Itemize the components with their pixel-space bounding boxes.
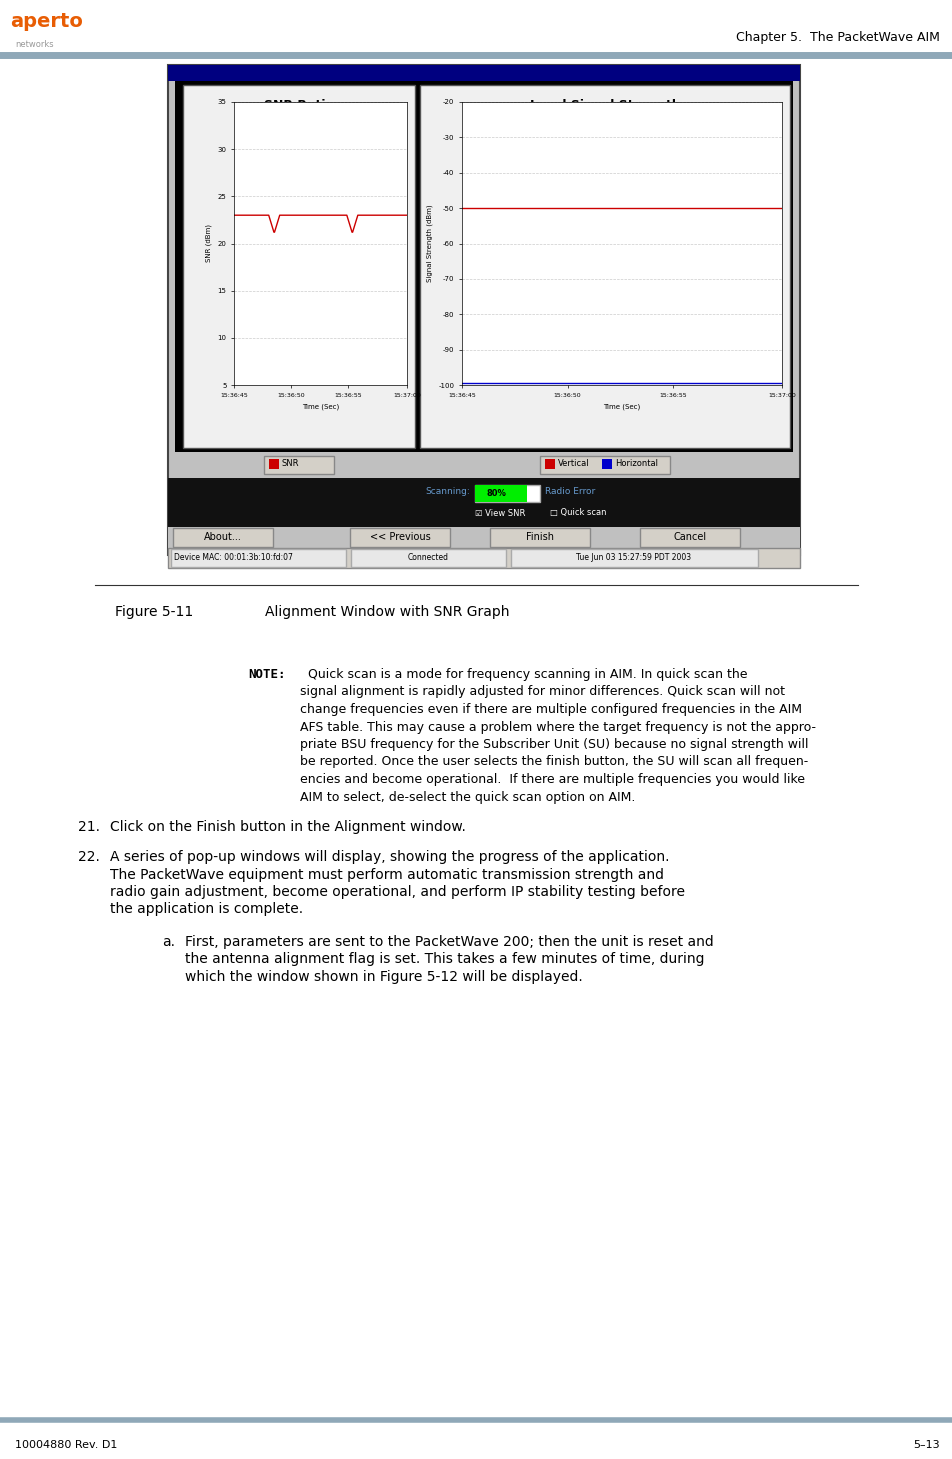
Text: Connected: Connected: [407, 553, 448, 563]
Bar: [264, 457, 333, 474]
Text: The PacketWave equipment must perform automatic transmission strength and: The PacketWave equipment must perform au…: [109, 868, 664, 881]
Bar: [474, 484, 540, 502]
Text: encies and become operational.  If there are multiple frequencies you would like: encies and become operational. If there …: [300, 773, 804, 786]
Text: SNR Ratio: SNR Ratio: [264, 99, 333, 112]
Bar: [540, 457, 669, 474]
Text: Chapter 5.  The PacketWave AIM: Chapter 5. The PacketWave AIM: [735, 32, 939, 45]
Text: which the window shown in Figure 5-12 will be displayed.: which the window shown in Figure 5-12 wi…: [185, 970, 582, 983]
Bar: [168, 527, 799, 549]
Text: Horizontal: Horizontal: [614, 460, 657, 468]
Bar: [168, 479, 799, 527]
Text: radio gain adjustment, become operational, and perform IP stability testing befo: radio gain adjustment, become operationa…: [109, 886, 684, 899]
Text: AIM to select, de-select the quick scan option on AIM.: AIM to select, de-select the quick scan …: [300, 791, 635, 804]
Bar: [168, 66, 799, 82]
Bar: [349, 528, 449, 547]
Text: Finish: Finish: [526, 533, 553, 543]
Text: Radio Error: Radio Error: [545, 487, 595, 496]
Text: << Previous: << Previous: [369, 533, 430, 543]
FancyBboxPatch shape: [168, 66, 799, 554]
Bar: [175, 82, 792, 452]
Text: aperto: aperto: [10, 12, 83, 31]
Text: □ Quick scan: □ Quick scan: [549, 509, 605, 518]
Bar: [168, 549, 799, 568]
Bar: [268, 460, 279, 468]
Text: networks: networks: [15, 39, 53, 50]
Text: A series of pop-up windows will display, showing the progress of the application: A series of pop-up windows will display,…: [109, 851, 669, 864]
Text: signal alignment is rapidly adjusted for minor differences. Quick scan will not: signal alignment is rapidly adjusted for…: [300, 686, 784, 699]
Bar: [640, 528, 739, 547]
Text: ☑ View SNR: ☑ View SNR: [474, 509, 525, 518]
Text: 22.: 22.: [78, 851, 100, 864]
Text: change frequencies even if there are multiple configured frequencies in the AIM: change frequencies even if there are mul…: [300, 703, 802, 716]
Text: Device MAC: 00:01:3b:10:fd:07: Device MAC: 00:01:3b:10:fd:07: [174, 553, 292, 563]
Text: Quick scan is a mode for frequency scanning in AIM. In quick scan the: Quick scan is a mode for frequency scann…: [300, 668, 746, 681]
Text: About...: About...: [204, 533, 242, 543]
Text: Cancel: Cancel: [673, 533, 705, 543]
Text: the antenna alignment flag is set. This takes a few minutes of time, during: the antenna alignment flag is set. This …: [185, 953, 704, 966]
Bar: [474, 484, 526, 502]
Text: Figure 5-11: Figure 5-11: [115, 605, 193, 619]
Text: Scanning:: Scanning:: [425, 487, 469, 496]
Text: AFS table. This may cause a problem where the target frequency is not the appro-: AFS table. This may cause a problem wher…: [300, 721, 815, 734]
Bar: [420, 85, 789, 448]
Text: 21.: 21.: [78, 820, 100, 835]
Text: First, parameters are sent to the PacketWave 200; then the unit is reset and: First, parameters are sent to the Packet…: [185, 935, 713, 948]
Text: 5–13: 5–13: [912, 1440, 939, 1450]
Bar: [183, 85, 414, 448]
Text: the application is complete.: the application is complete.: [109, 903, 303, 916]
Bar: [489, 528, 589, 547]
Text: Tue Jun 03 15:27:59 PDT 2003: Tue Jun 03 15:27:59 PDT 2003: [576, 553, 691, 563]
Text: NOTE:: NOTE:: [248, 668, 286, 681]
X-axis label: Time (Sec): Time (Sec): [603, 403, 640, 410]
Text: 80%: 80%: [486, 489, 506, 498]
Text: be reported. Once the user selects the finish button, the SU will scan all frequ: be reported. Once the user selects the f…: [300, 756, 807, 769]
Bar: [545, 460, 554, 468]
Text: 10004880 Rev. D1: 10004880 Rev. D1: [15, 1440, 117, 1450]
Bar: [602, 460, 611, 468]
Y-axis label: SNR (dBm): SNR (dBm): [205, 225, 211, 263]
Text: Vertical: Vertical: [558, 460, 589, 468]
Text: a.: a.: [162, 935, 175, 948]
Bar: [510, 549, 757, 568]
Text: priate BSU frequency for the Subscriber Unit (SU) because no signal strength wil: priate BSU frequency for the Subscriber …: [300, 738, 807, 751]
Text: Local Signal Strength: Local Signal Strength: [529, 99, 680, 112]
Bar: [173, 528, 272, 547]
Bar: [170, 549, 346, 568]
Y-axis label: Signal Strength (dBm): Signal Strength (dBm): [426, 204, 432, 282]
Text: Alignment Window with SNR Graph: Alignment Window with SNR Graph: [265, 605, 509, 619]
X-axis label: Time (Sec): Time (Sec): [302, 403, 339, 410]
Text: SNR: SNR: [282, 460, 299, 468]
Text: Click on the Finish button in the Alignment window.: Click on the Finish button in the Alignm…: [109, 820, 466, 835]
Bar: [350, 549, 506, 568]
